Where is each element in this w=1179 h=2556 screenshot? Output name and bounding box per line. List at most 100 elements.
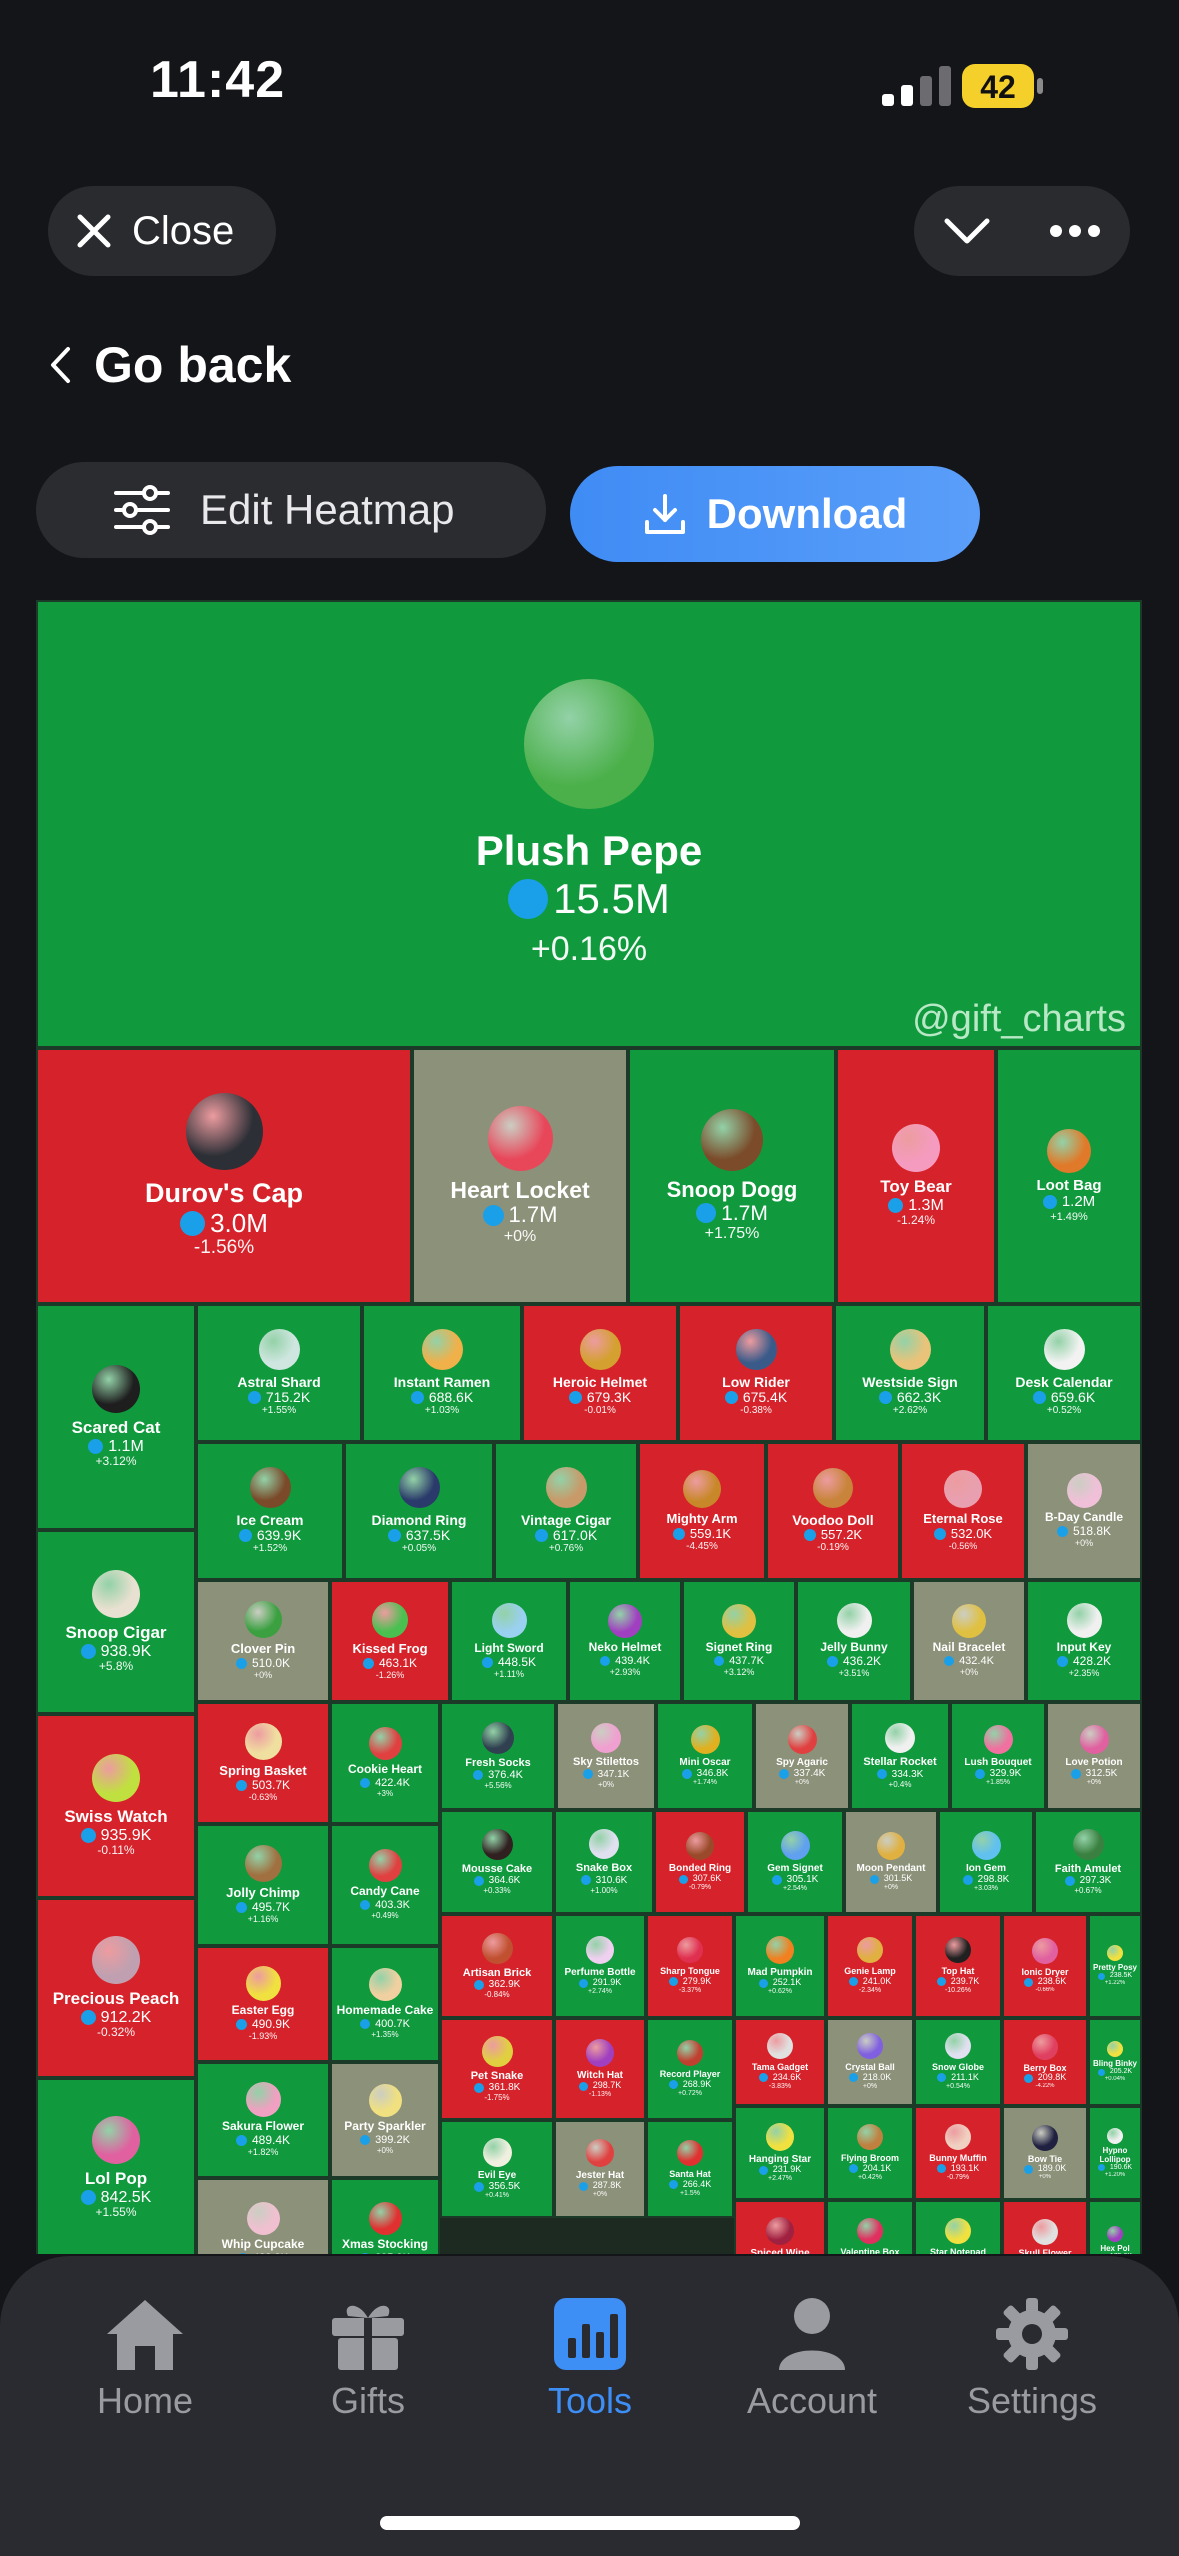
chevron-down-icon[interactable] [943,216,991,246]
tile-snow-globe[interactable]: Snow Globe 211.1K +0.54% [914,2018,1002,2106]
tile-loot-bag[interactable]: Loot Bag 1.2M +1.49% [996,1048,1142,1304]
tile-witch-hat[interactable]: Witch Hat 298.7K -1.13% [554,2018,646,2120]
tile-durov-s-cap[interactable]: Durov's Cap 3.0M -1.56% [36,1048,412,1304]
tile-name: Crystal Ball [845,2062,895,2073]
tile-eternal-rose[interactable]: Eternal Rose 532.0K -0.56% [900,1442,1026,1580]
tile-sky-stilettos[interactable]: Sky Stilettos 347.1K +0% [556,1702,656,1810]
tile-mini-oscar[interactable]: Mini Oscar 346.8K +1.74% [656,1702,754,1810]
tile-hypno-lollipop[interactable]: Hypno Lollipop 190.6K +1.20% [1088,2106,1142,2200]
tile-spy-agaric[interactable]: Spy Agaric 337.4K +0% [754,1702,850,1810]
tile-b-day-candle[interactable]: B-Day Candle 518.8K +0% [1026,1442,1142,1580]
tile-vintage-cigar[interactable]: Vintage Cigar 617.0K +0.76% [494,1442,638,1580]
close-button[interactable]: Close [48,186,276,276]
download-button[interactable]: Download [570,466,980,562]
nav-settings[interactable]: Settings [932,2296,1132,2422]
tile-record-player[interactable]: Record Player 268.9K +0.72% [646,2018,734,2120]
tile-top-hat[interactable]: Top Hat 239.7K -10.26% [914,1914,1002,2018]
tile-ionic-dryer[interactable]: Ionic Dryer 238.6K -0.66% [1002,1914,1088,2018]
ton-icon [473,2181,484,2192]
tile-spring-basket[interactable]: Spring Basket 503.7K -0.63% [196,1702,330,1824]
tile-snoop-dogg[interactable]: Snoop Dogg 1.7M +1.75% [628,1048,836,1304]
tile-voodoo-doll[interactable]: Voodoo Doll 557.2K -0.19% [766,1442,900,1580]
tile-santa-hat[interactable]: Santa Hat 266.4K +1.5% [646,2120,734,2218]
tile-input-key[interactable]: Input Key 428.2K +2.35% [1026,1580,1142,1702]
tile-homemade-cake[interactable]: Homemade Cake 400.7K +1.35% [330,1946,440,2062]
tile-heart-locket[interactable]: Heart Locket 1.7M +0% [412,1048,628,1304]
tile-moon-pendant[interactable]: Moon Pendant 301.5K +0% [844,1810,938,1914]
tile-faith-amulet[interactable]: Faith Amulet 297.3K +0.67% [1034,1810,1142,1914]
tile-neko-helmet[interactable]: Neko Helmet 439.4K +2.93% [568,1580,682,1702]
tile-bunny-muffin[interactable]: Bunny Muffin 193.1K -0.79% [914,2106,1002,2200]
mini-app-menu[interactable] [914,186,1130,276]
tile-westside-sign[interactable]: Westside Sign 662.3K +2.62% [834,1304,986,1442]
tile-ion-gem[interactable]: Ion Gem 298.8K +3.03% [938,1810,1034,1914]
tile-easter-egg[interactable]: Easter Egg 490.9K -1.93% [196,1946,330,2062]
go-back-link[interactable]: Go back [48,336,291,394]
tile-mousse-cake[interactable]: Mousse Cake 364.6K +0.33% [440,1810,554,1914]
tile-flying-broom[interactable]: Flying Broom 204.1K +0.42% [826,2106,914,2200]
tile-candy-cane[interactable]: Candy Cane 403.3K +0.49% [330,1824,440,1946]
tile-nail-bracelet[interactable]: Nail Bracelet 432.4K +0% [912,1580,1026,1702]
tile-star-notepad[interactable]: Star Notepad186.1K+0.7% [914,2200,1002,2254]
more-icon[interactable] [1049,224,1101,238]
tile-kissed-frog[interactable]: Kissed Frog 463.1K -1.26% [330,1580,450,1702]
tile-love-potion[interactable]: Love Potion 312.5K +0% [1046,1702,1142,1810]
tile-gem-signet[interactable]: Gem Signet 305.1K +2.54% [746,1810,844,1914]
nav-gifts[interactable]: Gifts [268,2296,468,2422]
tile-precious-peach[interactable]: Precious Peach 912.2K -0.32% [36,1898,196,2078]
tile-tama-gadget[interactable]: Tama Gadget 234.6K -3.83% [734,2018,826,2106]
tile-hanging-star[interactable]: Hanging Star 231.9K +2.47% [734,2106,826,2200]
tile-change: +1.00% [590,1885,618,1895]
nav-tools[interactable]: Tools [490,2296,690,2422]
tile-artisan-brick[interactable]: Artisan Brick 362.9K -0.84% [440,1914,554,2018]
tile-xmas-stocking[interactable]: Xmas Stocking395.9K [330,2178,440,2254]
tile-ice-cream[interactable]: Ice Cream 639.9K +1.52% [196,1442,344,1580]
tile-jolly-chimp[interactable]: Jolly Chimp 495.7K +1.16% [196,1824,330,1946]
tile-crystal-ball[interactable]: Crystal Ball 218.0K +0% [826,2018,914,2106]
tile-scared-cat[interactable]: Scared Cat 1.1M +3.12% [36,1304,196,1530]
tile-toy-bear[interactable]: Toy Bear 1.3M -1.24% [836,1048,996,1304]
tile-party-sparkler[interactable]: Party Sparkler 399.2K +0% [330,2062,440,2178]
tile-instant-ramen[interactable]: Instant Ramen 688.6K +1.03% [362,1304,522,1442]
tile-bow-tie[interactable]: Bow Tie 189.0K +0% [1002,2106,1088,2200]
tile-lush-bouquet[interactable]: Lush Bouquet 329.9K +1.85% [950,1702,1046,1810]
tile-astral-shard[interactable]: Astral Shard 715.2K +1.55% [196,1304,362,1442]
tile-mighty-arm[interactable]: Mighty Arm 559.1K -4.45% [638,1442,766,1580]
nav-account[interactable]: Account [712,2296,912,2422]
tile-evil-eye[interactable]: Evil Eye 356.5K +0.41% [440,2120,554,2218]
tile-plush-pepe[interactable]: Plush Pepe 15.5M +0.16% [36,600,1142,1048]
tile-spiced-wine[interactable]: Spiced Wine229.9K-3.47% [734,2200,826,2254]
tile-jester-hat[interactable]: Jester Hat 287.8K +0% [554,2120,646,2218]
tile-heroic-helmet[interactable]: Heroic Helmet 679.3K -0.01% [522,1304,678,1442]
tile-jelly-bunny[interactable]: Jelly Bunny 436.2K +3.51% [796,1580,912,1702]
tile-diamond-ring[interactable]: Diamond Ring 637.5K +0.05% [344,1442,494,1580]
tile-signet-ring[interactable]: Signet Ring 437.7K +3.12% [682,1580,796,1702]
tile-bling-binky[interactable]: Bling Binky 205.2K +0.04% [1088,2018,1142,2106]
tile-snoop-cigar[interactable]: Snoop Cigar 938.9K +5.8% [36,1530,196,1714]
tile-snake-box[interactable]: Snake Box 310.6K +1.00% [554,1810,654,1914]
tile-whip-cupcake[interactable]: Whip Cupcake482.3K [196,2178,330,2254]
tile-low-rider[interactable]: Low Rider 675.4K -0.38% [678,1304,834,1442]
tile-light-sword[interactable]: Light Sword 448.5K +1.11% [450,1580,568,1702]
tile-lol-pop[interactable]: Lol Pop 842.5K +1.55% [36,2078,196,2254]
tile-perfume-bottle[interactable]: Perfume Bottle 291.9K +2.74% [554,1914,646,2018]
tile-sakura-flower[interactable]: Sakura Flower 489.4K +1.82% [196,2062,330,2178]
edit-heatmap-button[interactable]: Edit Heatmap [36,462,546,558]
tile-fresh-socks[interactable]: Fresh Socks 376.4K +5.56% [440,1702,556,1810]
tile-bonded-ring[interactable]: Bonded Ring 307.6K -0.79% [654,1810,746,1914]
tile-mad-pumpkin[interactable]: Mad Pumpkin 252.1K +0.62% [734,1914,826,2018]
tile-desk-calendar[interactable]: Desk Calendar 659.6K +0.52% [986,1304,1142,1442]
nav-home[interactable]: Home [45,2296,245,2422]
tile-skull-flower[interactable]: Skull Flower176.1K-4.44% [1002,2200,1088,2254]
tile-valentine-box[interactable]: Valentine Box200.1K+0.69% [826,2200,914,2254]
tile-berry-box[interactable]: Berry Box 209.8K -4.22% [1002,2018,1088,2106]
tile-cookie-heart[interactable]: Cookie Heart 422.4K +3% [330,1702,440,1824]
tile-sharp-tongue[interactable]: Sharp Tongue 279.9K -3.37% [646,1914,734,2018]
tile-swiss-watch[interactable]: Swiss Watch 935.9K -0.11% [36,1714,196,1898]
tile-hex-pol[interactable]: Hex Pol175.6K+2.86% [1088,2200,1142,2254]
tile-genie-lamp[interactable]: Genie Lamp 241.0K -2.34% [826,1914,914,2018]
tile-stellar-rocket[interactable]: Stellar Rocket 334.3K +0.4% [850,1702,950,1810]
tile-clover-pin[interactable]: Clover Pin 510.0K +0% [196,1580,330,1702]
tile-pretty-posy[interactable]: Pretty Posy 238.5K +1.22% [1088,1914,1142,2018]
tile-pet-snake[interactable]: Pet Snake 361.8K -1.75% [440,2018,554,2120]
